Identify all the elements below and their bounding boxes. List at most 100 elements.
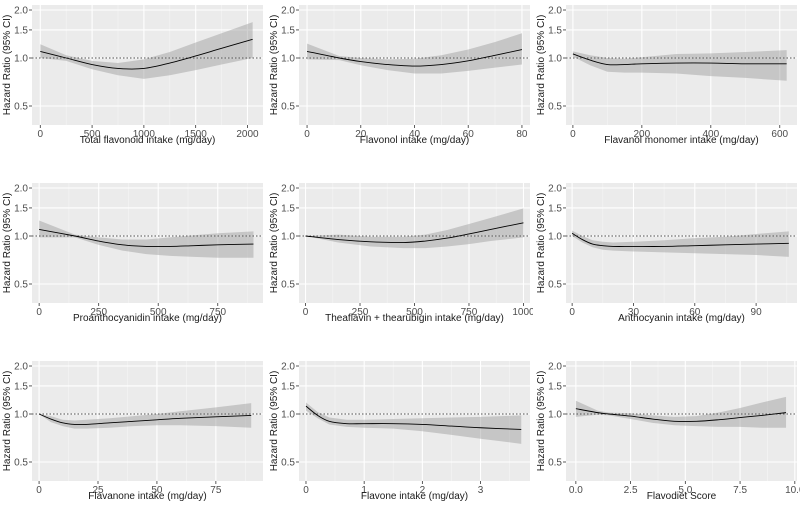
y-tick-label: 0.5 — [14, 457, 28, 468]
y-tick-label: 0.5 — [548, 279, 562, 290]
y-tick-label: 1.5 — [281, 25, 295, 36]
x-tick-label: 200 — [634, 129, 651, 140]
y-axis-title: Hazard Ratio (95% CI) — [269, 15, 280, 116]
plot-background — [32, 361, 263, 481]
x-axis-title: Flavanol monomer intake (mg/day) — [604, 135, 759, 146]
y-tick-label: 2.0 — [281, 362, 295, 373]
y-tick-label: 0.5 — [14, 101, 28, 112]
y-tick-label: 1.5 — [548, 25, 562, 36]
x-tick-label: 500 — [150, 307, 167, 318]
hazard-ratio-line — [305, 222, 524, 244]
y-axis-title: Hazard Ratio (95% CI) — [269, 371, 280, 472]
x-axis-title: Total flavonoid intake (mg/day) — [80, 135, 216, 146]
y-tick-label: 1.0 — [281, 54, 295, 65]
plot-background — [566, 5, 797, 125]
y-axis-title: Hazard Ratio (95% CI) — [536, 15, 547, 116]
x-tick-label: 250 — [352, 307, 369, 318]
x-tick-label: 0 — [569, 307, 575, 318]
confidence-band — [575, 396, 787, 428]
confidence-band — [39, 220, 254, 258]
x-tick-label: 2000 — [236, 129, 259, 140]
x-tick-label: 2 — [420, 485, 426, 496]
hazard-ratio-line — [40, 38, 253, 70]
x-tick-label: 500 — [84, 129, 101, 140]
plot-background — [299, 361, 530, 481]
hazard-ratio-line — [306, 49, 523, 67]
hazard-ratio-line — [305, 405, 522, 430]
x-tick-label: 0 — [570, 129, 576, 140]
y-axis-title: Hazard Ratio (95% CI) — [269, 193, 280, 294]
x-tick-label: 80 — [516, 129, 528, 140]
x-tick-label: 750 — [461, 307, 478, 318]
x-axis-title: Theaflavin + thearubigin intake (mg/day) — [325, 313, 504, 324]
chart-panel-7: 0.5 1.0 1.5 2.0 0 25 50 75 Flavanone intake (mg/… — [2, 361, 263, 502]
x-tick-label: 0 — [303, 307, 309, 318]
x-axis-title: Flavodiet Score — [647, 491, 717, 502]
plot-background — [32, 5, 263, 125]
chart-panel-1: 0.5 1.0 1.5 2.0 0 500 1000 1500 2000 Total flavon… — [2, 5, 263, 146]
chart-panel-6: 0.5 1.0 1.5 2.0 0 30 60 90 Anthocyanin intake (m… — [536, 183, 797, 324]
x-tick-label: 7.5 — [733, 485, 747, 496]
x-tick-label: 30 — [628, 307, 640, 318]
x-tick-label: 0 — [36, 485, 42, 496]
chart-panel-5: 0.5 1.0 1.5 2.0 0 250 500 750 1000 Theaflavin + t… — [269, 183, 533, 324]
confidence-band — [572, 230, 789, 257]
x-tick-label: 250 — [90, 307, 107, 318]
confidence-band — [572, 50, 787, 81]
x-axis-title: Anthocyanin intake (mg/day) — [618, 313, 745, 324]
x-tick-label: 400 — [702, 129, 719, 140]
y-tick-label: 2.0 — [548, 362, 562, 373]
confidence-band — [305, 208, 524, 249]
y-tick-label: 1.5 — [14, 25, 28, 36]
y-tick-label: 0.5 — [281, 457, 295, 468]
hazard-ratio-line — [39, 228, 254, 248]
y-tick-label: 0.5 — [548, 457, 562, 468]
y-axis-title: Hazard Ratio (95% CI) — [2, 193, 13, 294]
y-tick-label: 0.5 — [14, 279, 28, 290]
x-tick-label: 600 — [771, 129, 788, 140]
hazard-ratio-line — [575, 408, 787, 422]
chart-panel-2: 0.5 1.0 1.5 2.0 0 20 40 60 80 Flavonol intake (mg… — [269, 5, 530, 146]
y-tick-label: 1.5 — [281, 203, 295, 214]
x-tick-label: 60 — [689, 307, 701, 318]
y-tick-label: 1.0 — [548, 54, 562, 65]
x-tick-label: 0 — [38, 129, 44, 140]
y-tick-label: 1.0 — [281, 410, 295, 421]
x-tick-label: 0 — [303, 485, 309, 496]
plot-background — [566, 361, 797, 481]
x-tick-label: 750 — [209, 307, 226, 318]
x-tick-label: 1000 — [512, 307, 533, 318]
y-axis-title: Hazard Ratio (95% CI) — [536, 371, 547, 472]
y-tick-label: 1.5 — [281, 381, 295, 392]
y-tick-label: 2.0 — [548, 184, 562, 195]
x-tick-label: 75 — [210, 485, 222, 496]
x-axis-title: Flavonol intake (mg/day) — [360, 135, 470, 146]
x-tick-label: 2.5 — [624, 485, 638, 496]
y-tick-label: 1.5 — [548, 203, 562, 214]
y-tick-label: 0.5 — [548, 101, 562, 112]
y-tick-label: 2.0 — [281, 184, 295, 195]
plot-background — [566, 183, 797, 303]
y-tick-label: 2.0 — [14, 184, 28, 195]
chart-panel-3: 0.5 1.0 1.5 2.0 0 200 400 600 Flavanol monomer i… — [536, 5, 797, 146]
chart-panel-8: 0.5 1.0 1.5 2.0 0 1 2 3 Flavone intake (mg/day) H… — [269, 361, 530, 502]
y-tick-label: 1.0 — [14, 54, 28, 65]
y-tick-label: 1.0 — [14, 232, 28, 243]
y-tick-label: 1.5 — [548, 381, 562, 392]
y-tick-label: 2.0 — [14, 362, 28, 373]
y-tick-label: 1.0 — [14, 410, 28, 421]
y-tick-label: 2.0 — [14, 6, 28, 17]
y-tick-label: 1.5 — [14, 203, 28, 214]
y-axis-title: Hazard Ratio (95% CI) — [2, 371, 13, 472]
y-tick-label: 2.0 — [548, 6, 562, 17]
x-tick-label: 500 — [406, 307, 423, 318]
x-tick-label: 1500 — [185, 129, 208, 140]
x-tick-label: 25 — [92, 485, 104, 496]
y-tick-label: 0.5 — [281, 101, 295, 112]
x-tick-label: 10.0 — [785, 485, 800, 496]
y-axis-title: Hazard Ratio (95% CI) — [536, 193, 547, 294]
x-tick-label: 0.0 — [569, 485, 583, 496]
x-tick-label: 90 — [751, 307, 763, 318]
x-tick-label: 20 — [355, 129, 367, 140]
